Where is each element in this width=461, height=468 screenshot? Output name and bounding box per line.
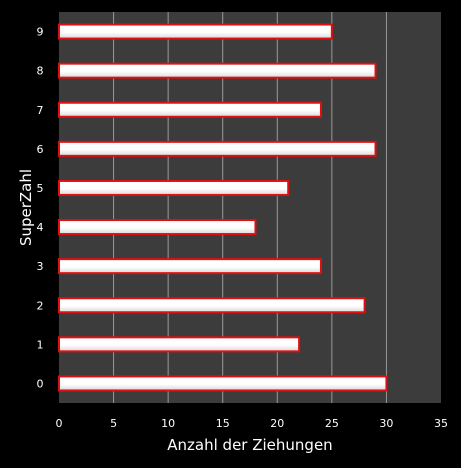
- x-tick-label: 30: [379, 417, 393, 430]
- y-tick-label: 3: [37, 260, 44, 273]
- x-tick-label: 10: [161, 417, 175, 430]
- bar-superzahl-8: [58, 62, 377, 79]
- x-axis-title: Anzahl der Ziehungen: [167, 436, 332, 454]
- bar-superzahl-7: [58, 101, 322, 118]
- x-tick-label: 15: [216, 417, 230, 430]
- bar-superzahl-3: [58, 258, 322, 275]
- y-tick-label: 2: [37, 299, 44, 312]
- x-tick-label: 5: [110, 417, 117, 430]
- x-tick-labels: 0 5 10 15 20 25 30 35: [56, 417, 449, 430]
- bar-superzahl-2: [58, 297, 366, 314]
- bar-superzahl-1: [58, 336, 301, 353]
- bar-superzahl-0: [58, 375, 388, 392]
- bar-superzahl-6: [58, 140, 377, 157]
- x-tick-label: 25: [325, 417, 339, 430]
- y-tick-label: 5: [37, 182, 44, 195]
- y-tick-label: 9: [37, 26, 44, 39]
- y-tick-label: 7: [37, 104, 44, 117]
- bar-superzahl-5: [58, 179, 290, 196]
- x-tick-label: 35: [434, 417, 448, 430]
- y-tick-label: 1: [37, 338, 44, 351]
- bars: [58, 23, 388, 392]
- y-axis-title: SuperZahl: [17, 169, 35, 246]
- y-tick-labels: 0 1 2 3 4 5 6 7 8 9: [37, 26, 44, 391]
- y-tick-label: 4: [37, 221, 44, 234]
- x-tick-label: 0: [56, 417, 63, 430]
- y-tick-label: 0: [37, 377, 44, 390]
- y-tick-label: 6: [37, 143, 44, 156]
- y-tick-label: 8: [37, 65, 44, 78]
- bar-superzahl-9: [58, 23, 333, 40]
- bar-superzahl-4: [58, 219, 257, 236]
- x-tick-label: 20: [270, 417, 284, 430]
